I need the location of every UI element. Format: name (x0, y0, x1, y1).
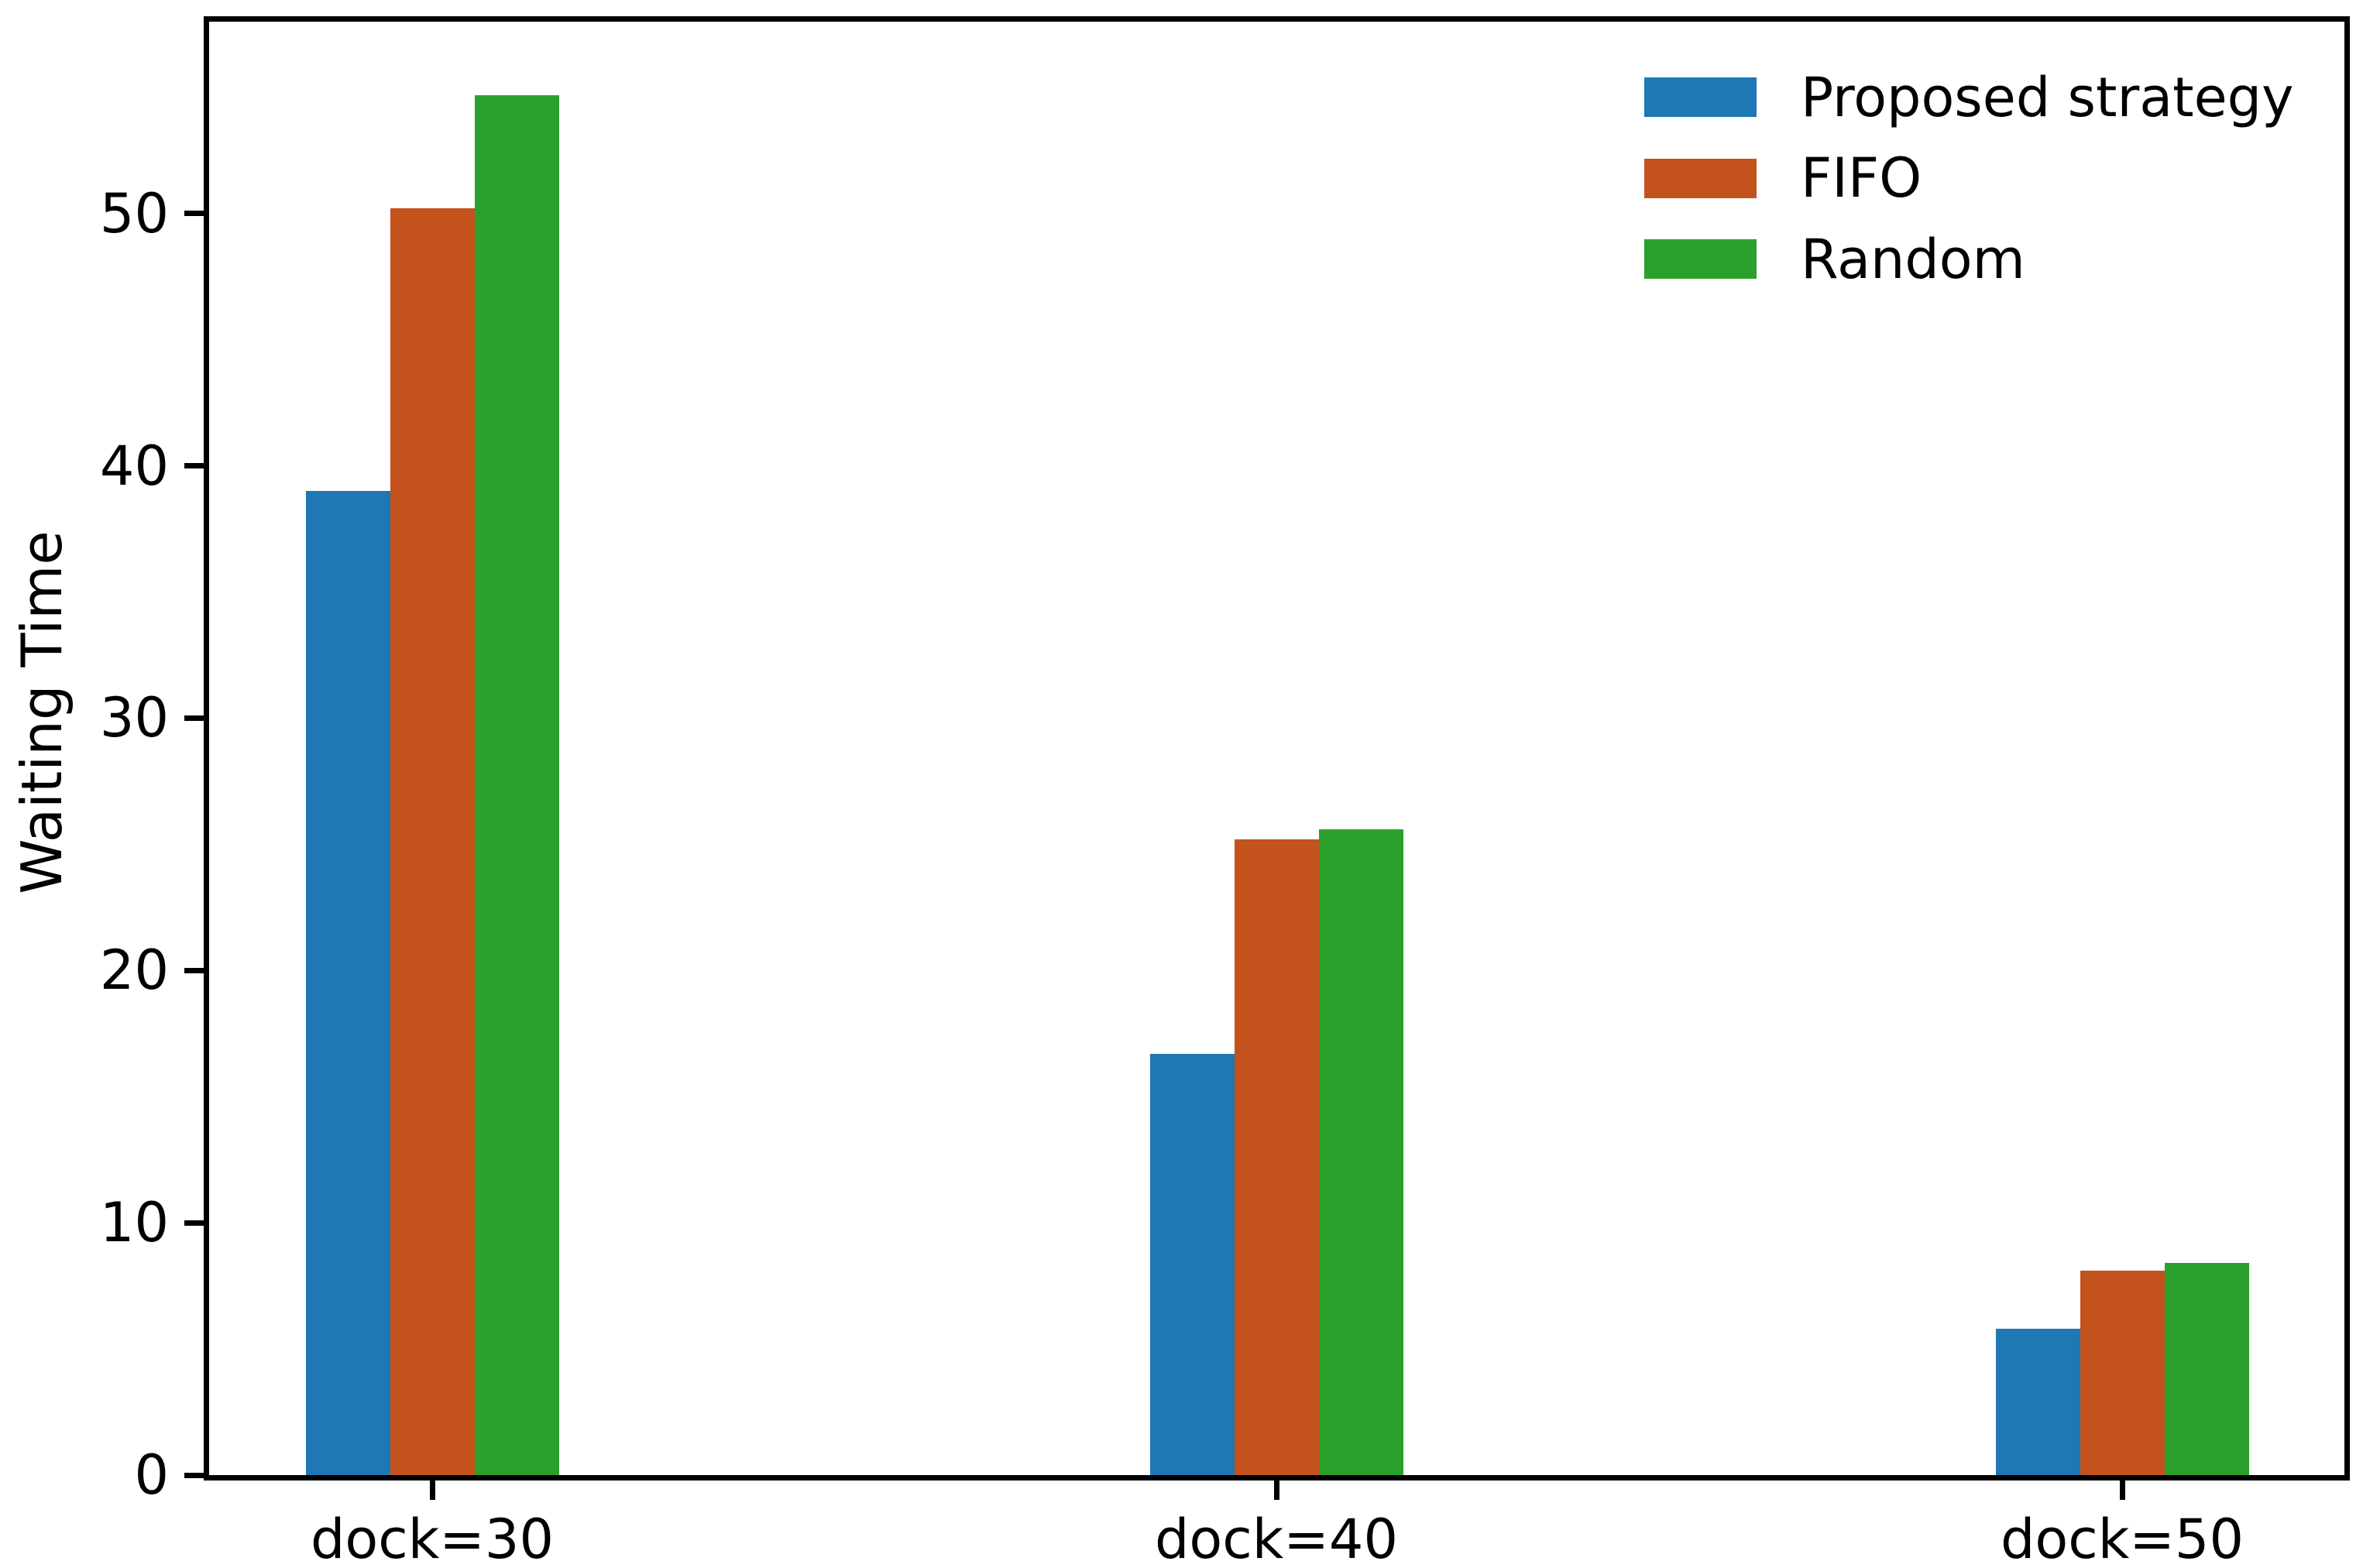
legend-swatch-fifo (1644, 158, 1757, 198)
bar-fifo-dock-40 (1234, 839, 1319, 1475)
legend-label-random: Random (1801, 227, 2025, 291)
legend-label-proposed-strategy: Proposed strategy (1801, 65, 2294, 129)
bar-random-dock-40 (1318, 829, 1403, 1475)
x-tick-label-dock-30: dock=30 (310, 1508, 554, 1568)
x-tick-mark (429, 1481, 435, 1500)
legend-label-fifo: FIFO (1801, 146, 1922, 210)
bar-random-dock-50 (2164, 1263, 2249, 1475)
legend-swatch-proposed-strategy (1644, 77, 1757, 117)
y-tick-mark (184, 1220, 204, 1226)
y-tick-label: 30 (99, 686, 169, 750)
bar-fifo-dock-50 (2080, 1271, 2165, 1475)
y-tick-mark (184, 463, 204, 469)
x-tick-label-dock-40: dock=40 (1154, 1508, 1398, 1568)
plot-area (204, 16, 2350, 1481)
legend-swatch-random (1644, 239, 1757, 279)
y-tick-mark (184, 715, 204, 721)
y-tick-mark (184, 1472, 204, 1478)
bar-proposed-strategy-dock-30 (305, 491, 390, 1475)
y-tick-mark (184, 211, 204, 217)
bar-proposed-strategy-dock-40 (1149, 1053, 1235, 1475)
y-tick-label: 50 (99, 181, 169, 245)
y-tick-label: 40 (99, 434, 169, 498)
x-tick-mark (2119, 1481, 2125, 1500)
x-tick-mark (1273, 1481, 1279, 1500)
bar-random-dock-30 (474, 94, 559, 1475)
x-tick-label-dock-50: dock=50 (2000, 1508, 2244, 1568)
y-axis-label: Waiting Time (9, 530, 74, 894)
bar-proposed-strategy-dock-50 (1995, 1328, 2080, 1475)
y-tick-label: 0 (134, 1443, 169, 1507)
y-tick-mark (184, 967, 204, 973)
y-tick-label: 20 (99, 938, 169, 1003)
bar-fifo-dock-30 (390, 208, 475, 1475)
y-tick-label: 10 (99, 1191, 169, 1255)
